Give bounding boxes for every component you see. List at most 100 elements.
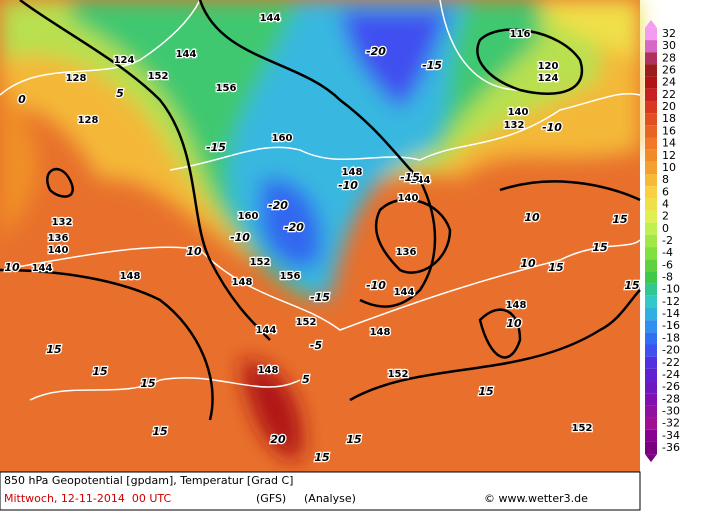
temperature-label: 5 — [302, 373, 310, 386]
temperature-label: -15 — [310, 291, 330, 304]
colorbar-label: -10 — [662, 283, 680, 296]
geopotential-label: 132 — [52, 217, 73, 228]
colorbar-label: 18 — [662, 112, 676, 125]
colorbar-label: -34 — [662, 429, 680, 442]
colorbar-swatch — [645, 222, 657, 235]
geopotential-label: 120 — [538, 61, 559, 72]
colorbar-label: -4 — [662, 246, 673, 259]
geopotential-label: 156 — [216, 83, 237, 94]
colorbar-label: -20 — [662, 344, 680, 357]
temperature-field — [0, 0, 640, 472]
temperature-label: -20 — [284, 221, 304, 234]
colorbar-swatch — [645, 113, 657, 126]
colorbar-swatch — [645, 417, 657, 430]
temperature-label: 15 — [612, 213, 628, 226]
temperature-label: 15 — [346, 433, 362, 446]
isohypses — [0, 0, 641, 421]
geopotential-label: 128 — [66, 73, 87, 84]
colorbar-label: -14 — [662, 307, 680, 320]
temperature-label: -15 — [400, 171, 420, 184]
colorbar-label: 22 — [662, 88, 676, 101]
geopotential-label: 144 — [32, 263, 53, 274]
colorbar-swatch — [645, 344, 657, 357]
colorbar-swatch — [645, 76, 657, 89]
colorbar-swatch — [645, 295, 657, 308]
colorbar-swatch — [645, 259, 657, 272]
colorbar-swatch — [645, 88, 657, 101]
footer-title: 850 hPa Geopotential [gpdam], Temperatur… — [4, 474, 293, 487]
temperature-label: 10 — [506, 317, 522, 330]
temperature-label: 15 — [624, 279, 640, 292]
colorbar-label: 8 — [662, 173, 669, 186]
geopotential-label: 144 — [256, 325, 277, 336]
temperature-label: 10 — [520, 257, 536, 270]
geopotential-label: 140 — [398, 193, 419, 204]
temperature-label: -10 — [542, 121, 562, 134]
temperature-label: -5 — [310, 339, 323, 352]
colorbar-swatch — [645, 381, 657, 394]
colorbar-label: 14 — [662, 137, 676, 150]
temperature-label: 10 — [186, 245, 202, 258]
temperature-label: -15 — [422, 59, 442, 72]
colorbar-label: 0 — [662, 222, 669, 235]
colorbar-label: 32 — [662, 27, 676, 40]
geopotential-label: 148 — [232, 277, 253, 288]
temperature-label: 5 — [116, 87, 124, 100]
geopotential-label: 152 — [388, 369, 409, 380]
colorbar-swatch — [645, 100, 657, 114]
colorbar-label: 20 — [662, 100, 676, 113]
colorbar-label: -28 — [662, 392, 680, 405]
geopotential-label: 148 — [342, 167, 363, 178]
geopotential-label: 148 — [370, 327, 391, 338]
map-labels: 1241281281321361401441441441521561601601… — [3, 12, 641, 466]
geopotential-label: 144 — [260, 13, 281, 24]
colorbar-swatch — [645, 356, 657, 369]
temperature-label: 15 — [548, 261, 564, 274]
temperature-label: -10 — [338, 179, 358, 192]
colorbar-label: -32 — [662, 417, 680, 430]
colorbar-label: -8 — [662, 271, 673, 284]
colorbar-swatch — [645, 137, 657, 150]
footer-model: (GFS) — [256, 492, 286, 505]
colorbar-label: 10 — [662, 161, 676, 174]
colorbar-swatch — [645, 332, 657, 345]
colorbar-label: 12 — [662, 149, 676, 162]
geopotential-label: 144 — [410, 175, 431, 186]
footer-date: Mittwoch, 12-11-2014 00 UTC — [4, 492, 171, 505]
colorbar-label: 26 — [662, 64, 676, 77]
temperature-label: -20 — [268, 199, 288, 212]
colorbar-swatch — [645, 64, 657, 77]
geopotential-label: 148 — [258, 365, 279, 376]
colorbar-label: -6 — [662, 258, 673, 271]
geopotential-label: 160 — [272, 133, 293, 144]
colorbar-swatch — [645, 320, 657, 333]
colorbar-swatch — [645, 27, 657, 41]
geopotential-label: 148 — [120, 271, 141, 282]
colorbar-arrow — [645, 454, 657, 463]
colorbar-label: 4 — [662, 197, 669, 210]
colorbar-swatch — [645, 271, 657, 284]
colorbar-arrow — [645, 19, 657, 28]
geopotential-label: 132 — [504, 120, 525, 131]
temperature-label: 20 — [270, 433, 286, 446]
isotherms — [0, 0, 641, 401]
temperature-label: 15 — [314, 451, 330, 464]
temperature-label: -20 — [366, 45, 386, 58]
temperature-label: -15 — [206, 141, 226, 154]
geopotential-label: 152 — [296, 317, 317, 328]
colorbar-label: -2 — [662, 234, 673, 247]
colorbar: 32302826242220181614121086420-2-4-6-8-10… — [645, 19, 680, 463]
geopotential-label: 152 — [250, 257, 271, 268]
colorbar-swatch — [645, 161, 657, 175]
footer-source: © www.wetter3.de — [484, 492, 588, 505]
geopotential-label: 148 — [506, 300, 527, 311]
colorbar-swatch — [645, 368, 657, 382]
footer-box — [0, 471, 641, 511]
colorbar-label: -30 — [662, 404, 680, 417]
colorbar-swatch — [645, 186, 657, 199]
colorbar-label: 28 — [662, 51, 676, 64]
colorbar-label: -26 — [662, 380, 680, 393]
colorbar-swatch — [645, 40, 657, 53]
